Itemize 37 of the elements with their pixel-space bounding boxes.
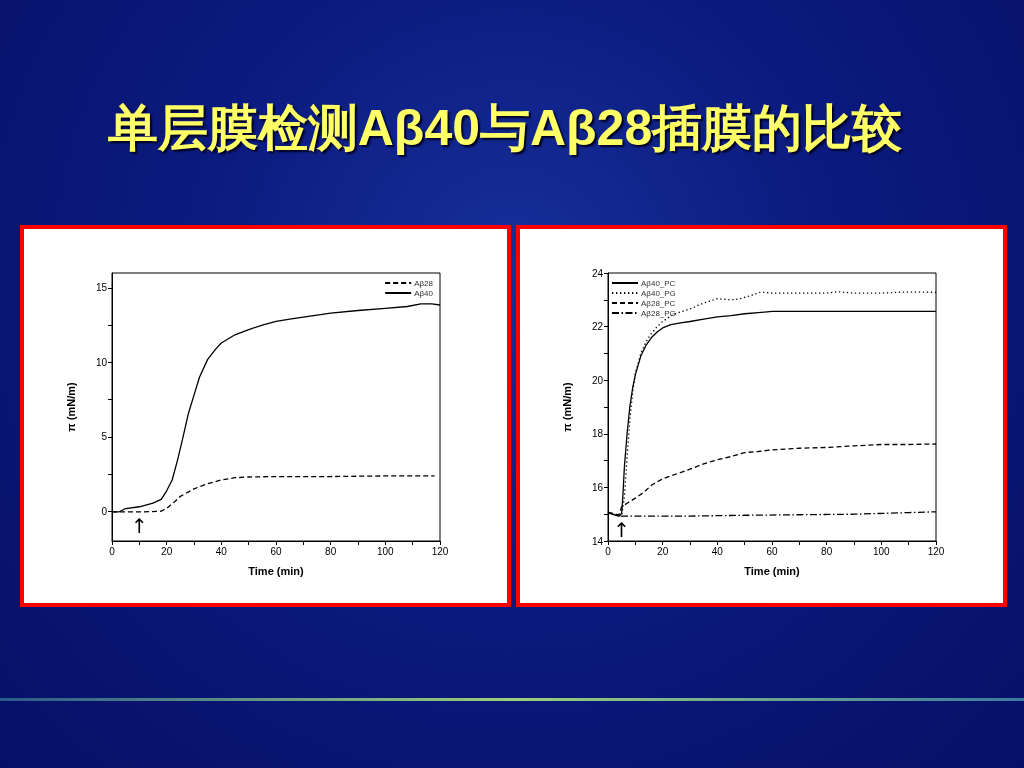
x-tick-label: 80 [821, 545, 833, 557]
annotation: ↑ [613, 518, 631, 543]
x-tick-label: 100 [872, 545, 891, 557]
y-tick-label: 22 [591, 321, 604, 333]
x-tick-label: 120 [927, 545, 945, 557]
x-tick-label: 20 [657, 545, 669, 557]
y-tick-label: 14 [591, 535, 604, 547]
legend-label: Aβ28_PC [641, 298, 676, 308]
x-tick-label: 100 [376, 545, 395, 557]
legend-label: Aβ28_PG [641, 308, 676, 318]
y-axis-title: π (mN/m) [560, 381, 573, 432]
x-tick-label: 40 [711, 545, 724, 557]
x-tick-label: 120 [431, 545, 449, 557]
legend-label: Aβ40_PG [641, 288, 676, 298]
y-tick-label: 0 [101, 505, 108, 517]
x-tick-label: 60 [270, 545, 282, 557]
y-tick-label: 15 [95, 282, 108, 294]
annotation: ↑ [130, 513, 148, 538]
y-tick-label: 24 [591, 267, 604, 279]
x-tick-label: 80 [325, 545, 337, 557]
y-tick-label: 5 [101, 431, 108, 443]
y-axis-title: π (mN/m) [64, 381, 77, 432]
x-tick-label: 0 [109, 545, 116, 557]
y-tick-label: 10 [95, 356, 108, 368]
y-tick-label: 20 [591, 374, 604, 386]
x-tick-label: 0 [605, 545, 612, 557]
x-tick-label: 40 [215, 545, 228, 557]
y-tick-label: 18 [591, 428, 604, 440]
x-axis-title: Time (min) [248, 564, 305, 577]
x-tick-label: 20 [161, 545, 173, 557]
x-axis-title: Time (min) [744, 564, 801, 577]
legend-label: Aβ40 [414, 288, 434, 298]
x-tick-label: 60 [766, 545, 778, 557]
legend-label: Aβ40_PC [641, 278, 676, 288]
y-tick-label: 16 [591, 481, 604, 493]
legend-label: Aβ28 [414, 278, 434, 288]
chart-title: 单层膜检测Aβ40与Aβ28插膜的比较 [106, 99, 904, 158]
